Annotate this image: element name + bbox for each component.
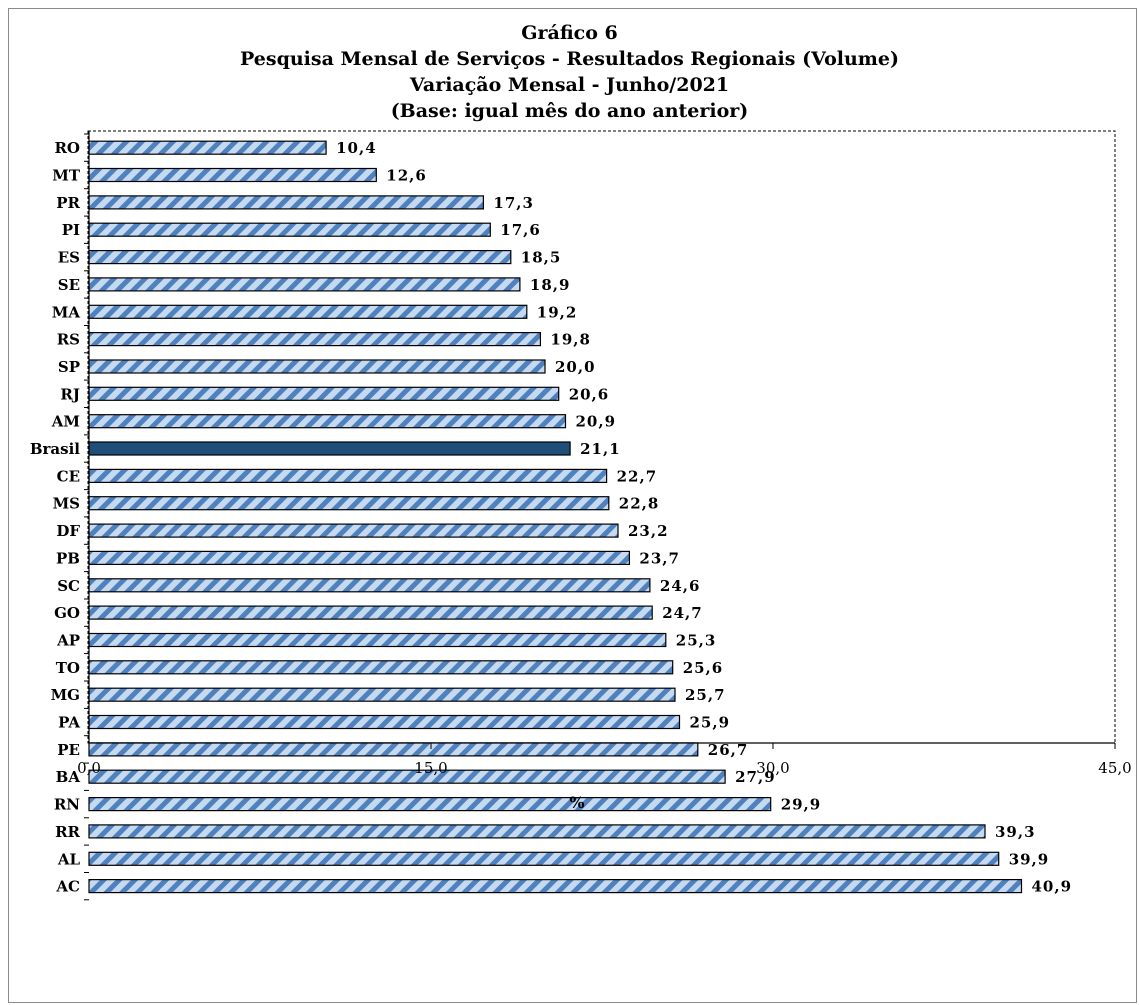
category-label-ce: CE: [57, 467, 80, 485]
value-label-ac: 40,9: [1032, 878, 1073, 896]
category-label-rj: RJ: [60, 385, 80, 403]
category-label-rr: RR: [55, 823, 80, 841]
category-label-df: DF: [56, 522, 80, 540]
bar-es: [88, 250, 512, 265]
value-label-pb: 23,7: [639, 549, 680, 567]
bar-pe: [88, 742, 699, 757]
value-label-al: 39,9: [1009, 850, 1050, 868]
category-label-rs: RS: [57, 331, 80, 349]
value-label-pi: 17,6: [500, 221, 541, 239]
x-tick-label: 15,0: [414, 759, 447, 777]
value-label-ro: 10,4: [336, 139, 377, 157]
bar-ce: [88, 468, 608, 483]
value-label-mg: 25,7: [685, 686, 726, 704]
bar-ms: [88, 496, 610, 511]
bar-ro: [88, 140, 327, 155]
value-label-ba: 27,9: [735, 768, 776, 786]
bar-rr: [88, 824, 986, 839]
category-label-pi: PI: [62, 221, 80, 239]
bar-ma: [88, 304, 528, 319]
bar-pi: [88, 222, 491, 237]
bar-pa: [88, 714, 681, 730]
category-label-ma: MA: [52, 303, 81, 321]
category-label-al: AL: [57, 850, 81, 868]
value-label-rn: 29,9: [781, 796, 822, 814]
value-label-sc: 24,6: [660, 577, 701, 595]
bar-sc: [88, 578, 651, 593]
value-label-rs: 19,8: [550, 331, 591, 349]
chart-title-line-4: (Base: igual mês do ano anterior): [390, 100, 749, 122]
category-label-rn: RN: [54, 796, 80, 814]
category-label-sp: SP: [58, 358, 80, 376]
bar-ba: [88, 769, 726, 784]
category-label-ap: AP: [56, 632, 80, 650]
category-label-mg: MG: [51, 686, 80, 704]
bar-ac: [88, 878, 1023, 894]
category-label-pa: PA: [58, 714, 80, 732]
bar-mt: [88, 167, 377, 183]
category-label-ac: AC: [55, 878, 80, 896]
category-label-pb: PB: [56, 549, 80, 567]
bar-rs: [88, 332, 541, 347]
bar-mg: [88, 687, 676, 702]
bar-se: [88, 277, 521, 292]
bar-am: [88, 414, 567, 429]
category-label-es: ES: [58, 249, 80, 267]
bar-ap: [88, 632, 667, 648]
bar-to: [88, 660, 674, 675]
bar-go: [88, 605, 653, 620]
value-label-se: 18,9: [530, 276, 571, 294]
value-label-mt: 12,6: [386, 167, 427, 185]
chart-title-line-3: Variação Mensal - Junho/2021: [409, 74, 730, 96]
x-tick-label: 45,0: [1098, 759, 1131, 777]
category-label-mt: MT: [52, 167, 81, 185]
bar-rj: [88, 386, 560, 401]
bar-brasil: [88, 441, 571, 456]
value-label-df: 23,2: [628, 522, 669, 540]
value-label-es: 18,5: [521, 249, 562, 267]
category-label-se: SE: [58, 276, 80, 294]
category-label-ms: MS: [53, 495, 80, 513]
value-label-brasil: 21,1: [580, 440, 621, 458]
x-tick-label: 30,0: [756, 759, 789, 777]
category-label-ro: RO: [54, 139, 80, 157]
category-label-ba: BA: [56, 768, 81, 786]
x-axis-label: %: [569, 793, 584, 812]
category-label-sc: SC: [57, 577, 80, 595]
value-label-ce: 22,7: [617, 467, 658, 485]
value-label-pe: 26,7: [708, 741, 749, 759]
value-label-pa: 25,9: [690, 714, 731, 732]
value-label-rr: 39,3: [995, 823, 1036, 841]
value-label-ma: 19,2: [537, 303, 578, 321]
chart-title-line-2: Pesquisa Mensal de Serviços - Resultados…: [240, 48, 899, 70]
value-label-ms: 22,8: [619, 495, 660, 513]
bar-rn: [88, 796, 772, 812]
value-label-ap: 25,3: [676, 632, 717, 650]
chart-title-line-1: Gráfico 6: [521, 22, 618, 44]
value-label-am: 20,9: [576, 413, 617, 431]
bar-al: [88, 851, 1000, 866]
category-label-brasil: Brasil: [30, 440, 80, 458]
value-label-rj: 20,6: [569, 385, 610, 403]
category-label-pe: PE: [57, 741, 80, 759]
bar-df: [88, 523, 619, 538]
bar-pb: [88, 550, 631, 566]
value-label-go: 24,7: [662, 604, 703, 622]
bar-sp: [88, 359, 546, 374]
category-label-go: GO: [54, 604, 80, 622]
value-label-sp: 20,0: [555, 358, 596, 376]
x-tick-label: 0,0: [77, 759, 101, 777]
category-label-to: TO: [56, 659, 80, 677]
category-label-am: AM: [51, 413, 80, 431]
category-label-pr: PR: [56, 194, 80, 212]
value-label-pr: 17,3: [493, 194, 534, 212]
value-label-to: 25,6: [683, 659, 724, 677]
bar-pr: [88, 195, 484, 210]
